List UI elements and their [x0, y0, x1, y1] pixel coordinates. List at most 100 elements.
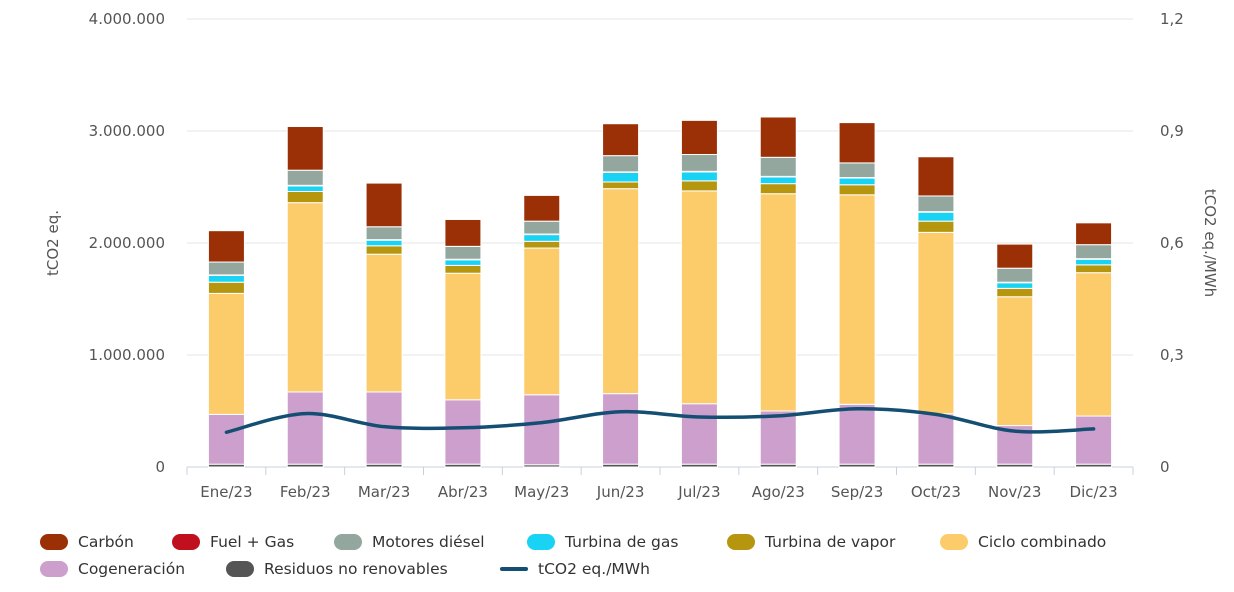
bar-segment-cogeneracion	[917, 413, 955, 465]
left-axis-ticks: 0 1.000.000 2.000.000 3.000.000 4.000.000	[89, 10, 165, 476]
bar-segment-turbina-de-vapor	[680, 180, 718, 192]
bar-segment-turbina-de-gas	[838, 177, 876, 186]
bar-segment-motores-diesel	[286, 169, 324, 186]
legend-swatch	[334, 534, 362, 550]
bar-segment-motores-diesel	[207, 261, 245, 276]
legend-label: Turbina de gas	[565, 533, 679, 551]
bar-segment-turbina-de-gas	[286, 185, 324, 192]
legend-item-carbon[interactable]: Carbón	[40, 533, 134, 551]
legend-label: tCO2 eq./MWh	[538, 560, 650, 578]
bar-segment-cogeneracion	[759, 410, 797, 465]
x-tick-label: Ene/23	[200, 483, 252, 501]
x-tick-label: Mar/23	[358, 483, 410, 501]
left-tick-label: 1.000.000	[89, 346, 165, 364]
legend-swatch	[527, 534, 555, 550]
bar-segment-turbina-de-gas	[365, 239, 403, 247]
bar-segment-turbina-de-vapor	[759, 183, 797, 195]
bar-segment-motores-diesel	[680, 154, 718, 172]
bar-segment-motores-diesel	[838, 162, 876, 178]
legend-label: Ciclo combinado	[978, 533, 1107, 551]
bar-segment-turbina-de-gas	[523, 234, 561, 242]
bar-segment-cogeneracion	[1075, 415, 1113, 465]
legend-label: Turbina de vapor	[765, 533, 896, 551]
x-tick-label: Feb/23	[280, 483, 331, 501]
bar-segment-turbina-de-gas	[996, 282, 1034, 289]
legend-item-fuel-gas[interactable]: Fuel + Gas	[172, 533, 294, 551]
bar-segment-turbina-de-vapor	[365, 245, 403, 255]
legend-item-ciclo-combinado[interactable]: Ciclo combinado	[940, 533, 1106, 551]
legend-item-motores-diesel[interactable]: Motores diésel	[334, 533, 485, 551]
bar-segment-carbon	[444, 218, 482, 247]
bar-segment-turbina-de-vapor	[286, 190, 324, 204]
bar-segment-turbina-de-vapor	[207, 281, 245, 294]
bar-segment-carbon	[523, 194, 561, 222]
bar-segment-motores-diesel	[1075, 244, 1113, 260]
bar-segment-cogeneracion	[680, 403, 718, 465]
bar-segment-carbon	[759, 116, 797, 158]
bar-segment-ciclo-combinado	[207, 292, 245, 415]
bar-segment-ciclo-combinado	[759, 193, 797, 412]
legend-swatch	[500, 567, 528, 571]
bar-segment-carbon	[680, 119, 718, 156]
bar-segment-ciclo-combinado	[523, 247, 561, 396]
legend-item-residuos-no-renovables[interactable]: Residuos no renovables	[226, 560, 448, 578]
legend-label: Motores diésel	[372, 533, 485, 551]
bar-segment-turbina-de-vapor	[444, 264, 482, 274]
series-line-tco2-per-mwh	[224, 407, 1096, 435]
bar-segment-ciclo-combinado	[996, 296, 1034, 427]
legend-swatch	[727, 534, 755, 550]
legend-item-turbina-de-gas[interactable]: Turbina de gas	[527, 533, 678, 551]
left-tick-label: 4.000.000	[89, 10, 165, 28]
legend-item-cogeneracion[interactable]: Cogeneración	[40, 560, 185, 578]
right-axis-ticks: 0 0,3 0,6 0,9 1,2	[1160, 10, 1184, 476]
right-tick-label: 1,2	[1160, 10, 1184, 28]
bar-segment-motores-diesel	[917, 195, 955, 213]
x-tick-label: Ago/23	[752, 483, 805, 501]
left-tick-label: 3.000.000	[89, 122, 165, 140]
bar-segment-turbina-de-gas	[207, 274, 245, 283]
bar-segment-carbon	[365, 182, 403, 228]
x-tick-label: Oct/23	[911, 483, 961, 501]
bar-segment-turbina-de-gas	[444, 259, 482, 266]
bar-segment-ciclo-combinado	[838, 194, 876, 405]
legend-item-turbina-de-vapor[interactable]: Turbina de vapor	[727, 533, 895, 551]
bar-segment-carbon	[1075, 222, 1113, 246]
bar-segment-turbina-de-gas	[680, 171, 718, 182]
x-tick-label: Abr/23	[438, 483, 488, 501]
x-tick-label: Sep/23	[831, 483, 883, 501]
bar-segment-motores-diesel	[523, 220, 561, 235]
bar-segment-cogeneracion	[444, 399, 482, 465]
left-axis-title: tCO2 eq.	[44, 210, 62, 276]
x-tick-label: Jul/23	[677, 483, 720, 501]
bar-segment-motores-diesel	[444, 245, 482, 260]
x-axis-ticks: Ene/23 Feb/23 Mar/23 Abr/23 May/23 Jun/23 Jul/…	[186, 467, 1134, 501]
emissions-chart: 0 1.000.000 2.000.000 3.000.000 4.000.000 0 0…	[44, 10, 1219, 501]
legend-label: Cogeneración	[78, 560, 186, 578]
x-tick-label: Dic/23	[1070, 483, 1118, 501]
x-tick-label: May/23	[514, 483, 569, 501]
bar-segment-ciclo-combinado	[680, 190, 718, 405]
bar-segment-ciclo-combinado	[1075, 272, 1113, 417]
legend-swatch	[940, 534, 968, 550]
bar-segment-ciclo-combinado	[286, 202, 324, 393]
legend-item-tco2-eq-mwh[interactable]: tCO2 eq./MWh	[500, 560, 650, 578]
bar-segment-cogeneracion	[207, 413, 245, 465]
legend-swatch	[172, 534, 200, 550]
left-tick-label: 0	[155, 458, 165, 476]
bar-segment-carbon	[286, 126, 324, 171]
legend-label: Carbón	[78, 533, 134, 551]
right-tick-label: 0,6	[1160, 234, 1184, 252]
legend-swatch	[40, 561, 68, 577]
bar-segment-turbina-de-vapor	[838, 184, 876, 196]
right-tick-label: 0,3	[1160, 346, 1184, 364]
bar-segment-ciclo-combinado	[917, 231, 955, 415]
bar-segment-cogeneracion	[286, 391, 324, 465]
emissions-chart-svg: 0 1.000.000 2.000.000 3.000.000 4.000.000 0 0…	[44, 10, 1219, 501]
left-tick-label: 2.000.000	[89, 234, 165, 252]
bar-segment-ciclo-combinado	[602, 188, 640, 395]
stacked-bars	[207, 116, 1113, 468]
bar-segment-turbina-de-gas	[602, 171, 640, 183]
x-tick-label: Nov/23	[988, 483, 1041, 501]
bar-segment-motores-diesel	[365, 226, 403, 241]
bar-segment-cogeneracion	[602, 393, 640, 465]
